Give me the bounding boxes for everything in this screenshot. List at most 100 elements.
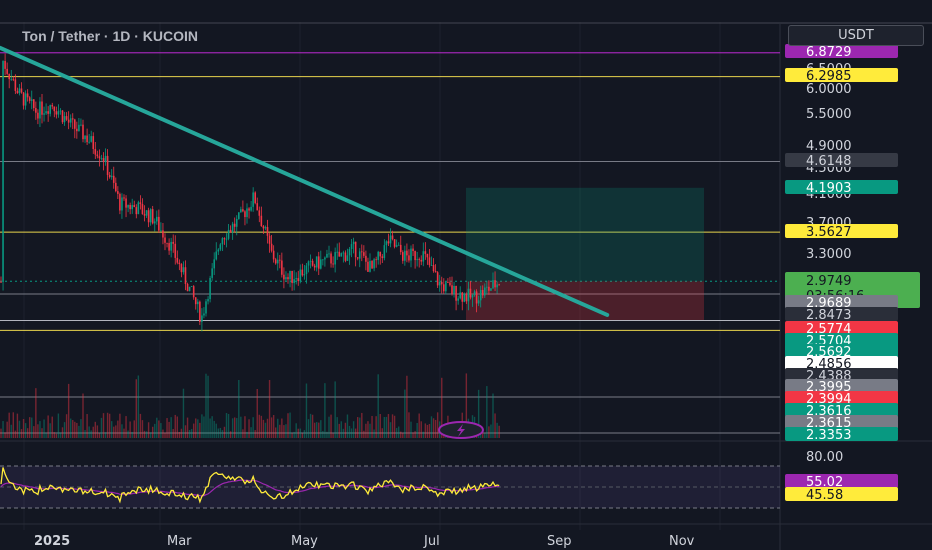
volume-bar [180, 428, 183, 438]
volume-bar [385, 416, 388, 438]
candle-body [94, 148, 97, 155]
volume-bar [33, 426, 35, 438]
volume-bar [199, 422, 201, 438]
volume-bar [65, 414, 68, 438]
volume-bar [398, 426, 400, 438]
candle-body [455, 285, 457, 301]
candle-body [194, 297, 197, 305]
candle-body [143, 214, 146, 216]
candle-body [104, 155, 107, 162]
currency-button[interactable]: USDT [788, 25, 924, 46]
volume-bar [250, 427, 252, 438]
candle-body [219, 244, 222, 250]
candle-body [432, 265, 435, 272]
volume-bar [70, 418, 72, 438]
volume-bar [297, 428, 299, 438]
price-tag-label: 4.1903 [806, 181, 852, 196]
position-target-zone [466, 187, 704, 282]
candle-body [283, 274, 285, 280]
candle-body [6, 68, 8, 74]
candle-body [215, 251, 218, 260]
volume-bar [279, 424, 281, 438]
volume-bar [129, 421, 131, 438]
candle-body [457, 298, 459, 301]
volume-bar [301, 433, 304, 438]
rsi-line [0, 467, 500, 504]
volume-bar [281, 418, 283, 438]
candle-body [201, 315, 203, 322]
candle-body [281, 260, 283, 275]
volume-bar [244, 416, 246, 438]
candle-body [211, 268, 213, 278]
volume-bar [340, 421, 342, 438]
candle-body [260, 215, 263, 227]
volume-bar [57, 413, 60, 438]
volume-bar [160, 423, 162, 438]
volume-bar [47, 415, 49, 438]
candle-body [57, 111, 60, 115]
candle-body [174, 243, 177, 258]
candle-body [184, 267, 187, 284]
volume-bar [12, 412, 14, 438]
price-tag-bg [785, 224, 898, 238]
candle-body [463, 294, 466, 302]
volume-bar [482, 432, 484, 438]
volume-bar [348, 425, 351, 438]
volume-bar [272, 415, 275, 438]
candle-body [158, 216, 160, 231]
chart-title: Ton / Tether · 1D · KUCOIN [22, 28, 199, 44]
volume-bar [158, 420, 160, 438]
volume-bar [391, 414, 394, 438]
candle-body [178, 262, 181, 265]
candle-body [168, 243, 170, 251]
volume-bar [377, 374, 379, 438]
rsi-tag-label: 45.58 [806, 488, 843, 503]
volume-bar [2, 421, 4, 438]
candle-body [221, 238, 224, 245]
candle-body [430, 265, 433, 266]
candle-body [98, 156, 101, 159]
candle-body [231, 223, 234, 233]
candle-body [488, 286, 490, 291]
volume-bar [18, 420, 21, 438]
candle-body [371, 260, 373, 269]
volume-bar [152, 426, 154, 438]
volume-bar [477, 389, 480, 438]
volume-bar [188, 429, 191, 438]
volume-bar [436, 412, 439, 438]
volume-bar [367, 421, 369, 438]
candle-body [20, 88, 23, 93]
candle-body [422, 251, 425, 262]
candle-body [375, 259, 377, 261]
candle-body [389, 235, 392, 244]
candle-body [420, 259, 423, 262]
candle-body [332, 263, 334, 265]
candle-body [213, 259, 215, 269]
candle-body [348, 248, 351, 256]
volume-bar [113, 426, 115, 438]
volume-bar [149, 432, 152, 438]
candle-body [440, 281, 443, 285]
volume-bar [318, 422, 320, 438]
volume-bar [254, 430, 256, 438]
candle-body [63, 116, 66, 123]
volume-bar [162, 429, 164, 438]
volume-bar [248, 419, 250, 438]
volume-bar [6, 421, 8, 438]
volume-bar [283, 425, 285, 438]
volume-bar [164, 432, 166, 438]
candle-body [76, 128, 78, 132]
candle-body [268, 235, 271, 244]
candle-body [434, 271, 437, 273]
volume-bar [293, 431, 295, 438]
volume-bar [111, 421, 113, 438]
volume-bar [22, 419, 25, 438]
candle-body [397, 244, 400, 246]
price-tag-bg [785, 321, 898, 335]
candle-body [153, 221, 156, 224]
volume-bar [307, 419, 310, 438]
volume-bar [51, 416, 53, 438]
candle-body [274, 259, 277, 264]
candle-body [92, 136, 95, 149]
